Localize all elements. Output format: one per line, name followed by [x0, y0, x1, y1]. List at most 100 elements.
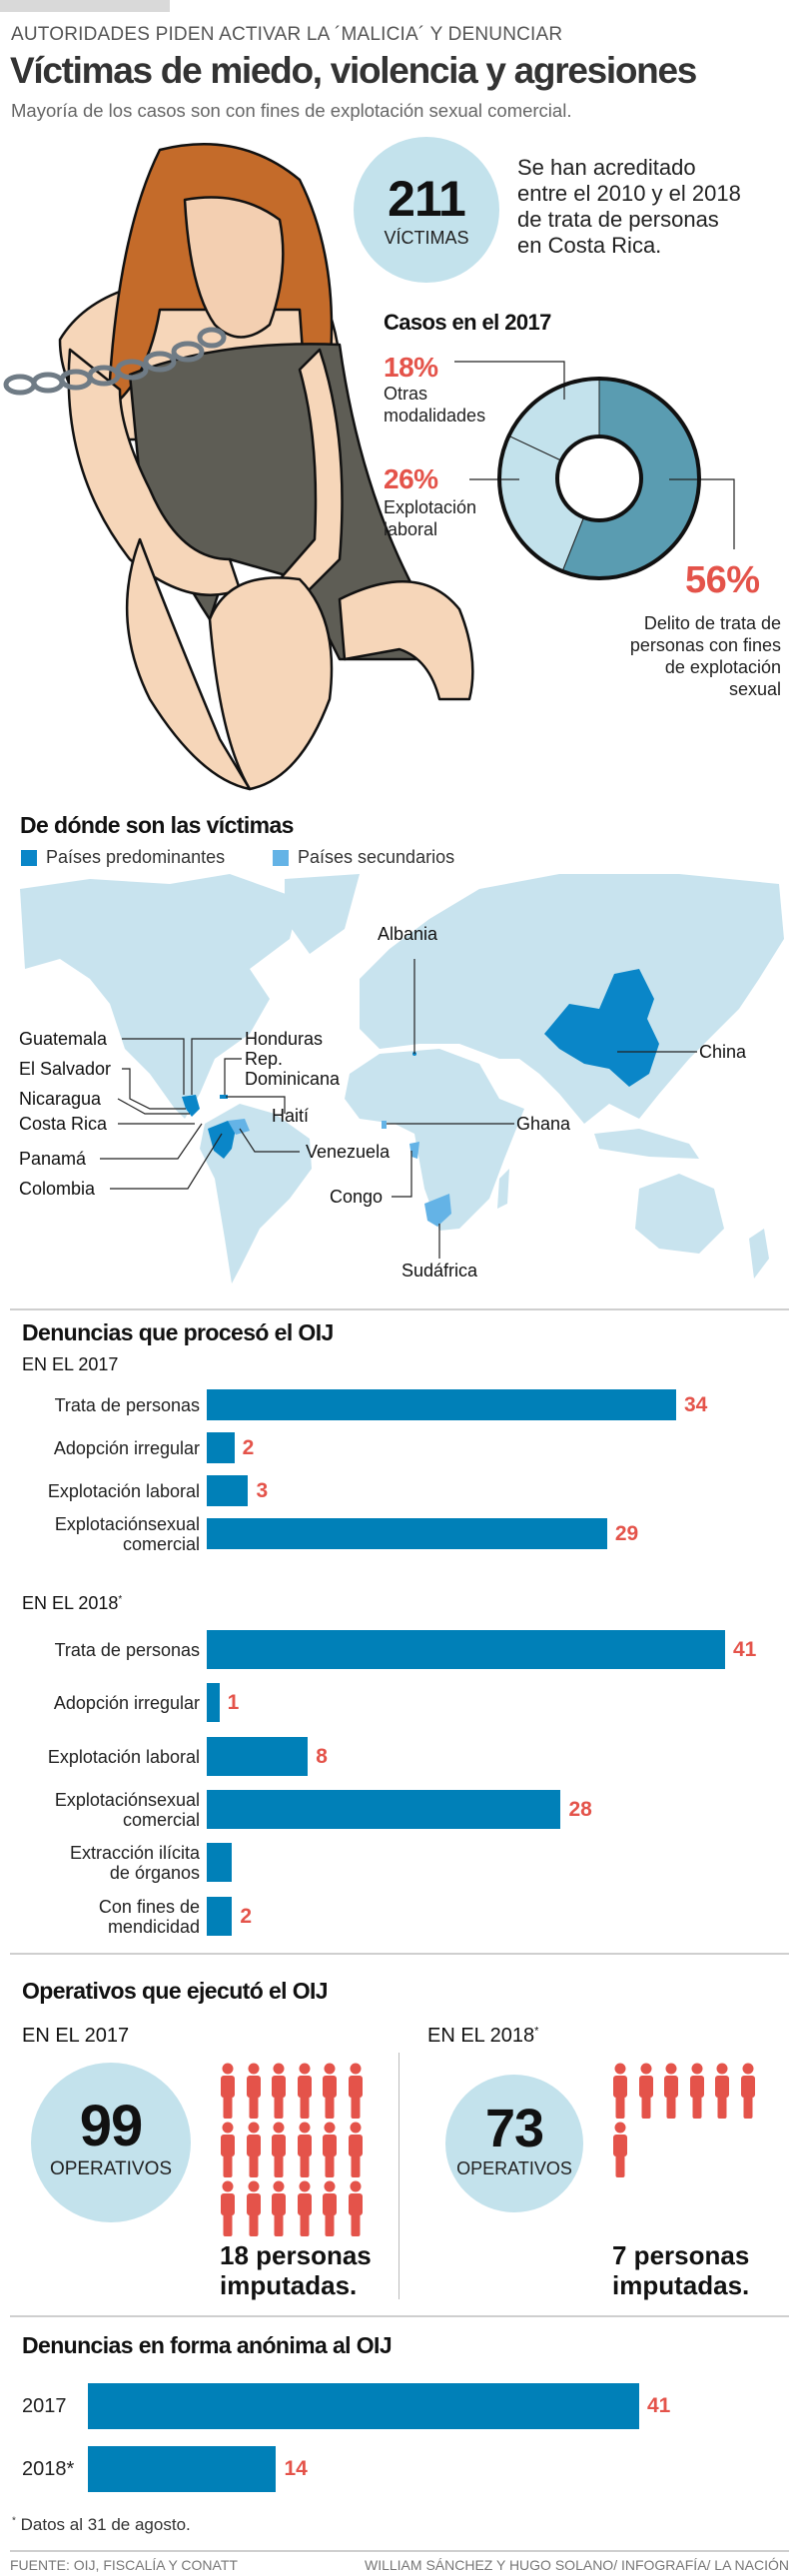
bar-category-label: Explotaciónsexual comercial — [54, 1513, 200, 1554]
highlighted-countries — [182, 969, 659, 1227]
person-icon — [348, 2063, 363, 2119]
bar-category-label: Explotación laboral — [47, 1480, 200, 1501]
asterisk: * — [534, 2025, 539, 2038]
text: EN EL 2018 — [427, 2025, 535, 2047]
bar — [207, 1630, 725, 1669]
bar-value-label: 41 — [733, 1637, 757, 1661]
imputados-2018-text: 7 personas imputadas. — [612, 2240, 749, 2300]
indonesia — [594, 1129, 699, 1159]
text-line: 18 personas — [220, 2240, 372, 2270]
cases-title: Casos en el 2017 — [384, 310, 551, 335]
person-icon — [272, 2063, 286, 2119]
eurasia — [360, 874, 784, 1124]
bar-value-label: 3 — [256, 1478, 269, 1502]
bar-value-label: 34 — [684, 1392, 708, 1416]
person-icon — [246, 2063, 261, 2119]
victims-circle — [354, 137, 499, 283]
slice-label-56: Delito de trata de personas con fines de… — [559, 612, 781, 700]
map-leader-lines — [100, 959, 697, 1259]
bar-category-label: 2017 — [22, 2395, 67, 2417]
operativos-2017-label: OPERATIVOS — [49, 2158, 173, 2179]
cases-donut-chart — [454, 361, 735, 580]
slice-pct-56: 56% — [685, 559, 760, 601]
bar-category-label: Extracción ilícita de órganos — [69, 1842, 200, 1883]
victims-description: Se han acreditado entre el 2010 y el 201… — [517, 155, 741, 259]
greenland — [285, 874, 360, 954]
person-icon — [272, 2180, 286, 2236]
operativos-2018-number: 73 — [484, 2099, 544, 2158]
bar — [207, 1518, 607, 1549]
text-line: sexual — [728, 679, 781, 699]
operativos-2018-label: OPERATIVOS — [456, 2158, 572, 2178]
text-line: modalidades — [384, 406, 486, 426]
person-icon — [323, 2122, 337, 2177]
victims-label: VÍCTIMAS — [384, 228, 469, 248]
donut-outline — [555, 434, 643, 522]
operativos-2018-circle — [445, 2075, 583, 2212]
bar-category-label: 2018* — [22, 2458, 75, 2480]
person-icon — [221, 2122, 235, 2177]
bar — [207, 1389, 676, 1420]
map-label-ghana: Ghana — [516, 1114, 571, 1134]
operativos-2017-subtitle: EN EL 2017 — [22, 2025, 130, 2047]
person-icon — [221, 2063, 235, 2119]
country-china — [544, 969, 659, 1087]
person-icon — [221, 2180, 235, 2236]
country-colombia — [208, 1121, 236, 1159]
text-line: Otras — [384, 384, 428, 404]
slice-pct-26: 26% — [384, 463, 438, 494]
person-icon — [715, 2063, 729, 2119]
person-icon — [246, 2180, 261, 2236]
bar — [207, 1432, 235, 1463]
world-map — [20, 874, 784, 1284]
text-line: 7 personas — [612, 2240, 750, 2270]
map-label-guatemala: Guatemala — [19, 1029, 108, 1049]
subtitle-2017: EN EL 2017 — [22, 1354, 119, 1374]
person-icon — [348, 2122, 363, 2177]
chain-icon — [3, 327, 227, 396]
text: EN EL 2018 — [22, 1593, 119, 1613]
imputados-2017-text: 18 personas imputadas. — [220, 2240, 372, 2300]
bar — [207, 1790, 561, 1829]
vertical-divider — [399, 2053, 400, 2299]
australia — [635, 1174, 724, 1254]
map-label-venezuela: Venezuela — [306, 1142, 391, 1162]
map-label-colombia: Colombia — [19, 1179, 96, 1199]
subtitle-2018: EN EL 2018* — [22, 1593, 122, 1614]
text-line: imputadas. — [612, 2270, 750, 2300]
anonimas-title: Denuncias en forma anónima al OIJ — [22, 2332, 393, 2358]
madagascar — [497, 1169, 509, 1209]
person-icon — [664, 2063, 678, 2119]
bar — [88, 2446, 277, 2492]
text-line: Delito de trata de — [643, 613, 781, 633]
bar-value-label: 2 — [240, 1904, 252, 1928]
text: Datos al 31 de agosto. — [15, 2515, 191, 2534]
top-bar — [0, 0, 170, 12]
victims-number: 211 — [388, 171, 466, 227]
legend-label-predominant: Países predominantes — [46, 847, 226, 867]
person-icon — [297, 2063, 312, 2119]
text-line: Rep. — [245, 1049, 284, 1069]
new-zealand — [749, 1229, 769, 1279]
map-label-albania: Albania — [378, 924, 438, 944]
bar-category-label: Explotación laboral — [47, 1746, 200, 1767]
bar-category-label: Explotaciónsexual comercial — [54, 1789, 200, 1830]
operativos-title: Operativos que ejecutó el OIJ — [22, 1978, 329, 2004]
bar-value-label: 8 — [316, 1744, 328, 1768]
africa — [345, 1049, 524, 1231]
person-icon — [348, 2180, 363, 2236]
bar-value-label: 28 — [568, 1797, 592, 1821]
text-line: Dominicana — [245, 1069, 341, 1089]
bar-category-label: Adopción irregular — [53, 1692, 200, 1713]
operativos-2018-subtitle: EN EL 2018* — [427, 2025, 538, 2048]
text-line: laboral — [384, 519, 438, 539]
person-icon — [272, 2122, 286, 2177]
person-icon — [740, 2063, 755, 2119]
map-label-costa-rica: Costa Rica — [19, 1114, 108, 1134]
bar — [88, 2383, 639, 2429]
denuncias-title: Denuncias que procesó el OIJ — [22, 1319, 334, 1345]
footnote: * Datos al 31 de agosto. — [12, 2515, 191, 2535]
legend-label-secondary: Países secundarios — [298, 847, 455, 867]
person-icon — [323, 2180, 337, 2236]
